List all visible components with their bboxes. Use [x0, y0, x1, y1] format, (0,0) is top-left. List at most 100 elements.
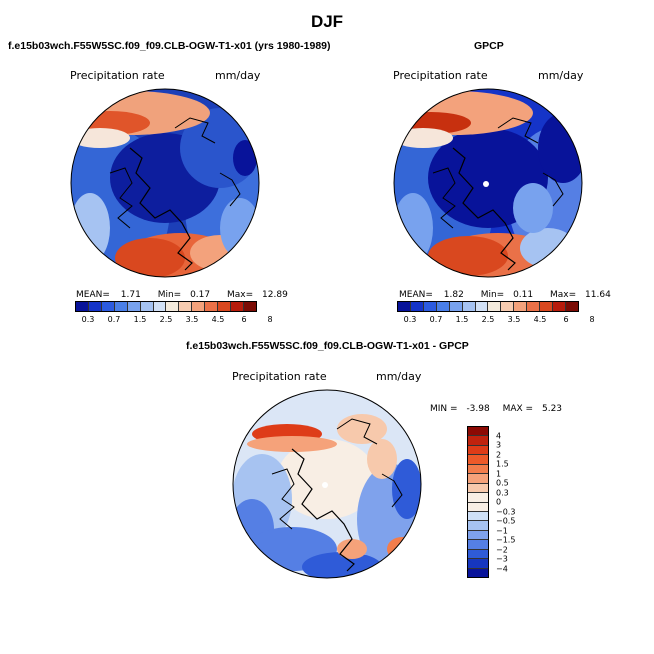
panel1-colorbar-swatch [127, 302, 141, 311]
panel1-mean-value: 1.71 [120, 290, 141, 300]
panel3-min-label: MIN = [430, 404, 458, 414]
panel2-colorbar-ticks: 0.3 0.7 1.5 2.5 3.5 4.5 6 8 [397, 315, 595, 327]
panel3-min-value: -3.98 [466, 404, 490, 414]
panel3-colorbar-tick-label: 2 [496, 450, 502, 459]
season-title: DJF [310, 12, 344, 31]
panel3-colorbar-swatch [468, 483, 488, 494]
panel2-colorbar-swatch [462, 302, 476, 311]
panel1-colorbar-swatch [88, 302, 102, 311]
panel2-colorbar-swatch [488, 302, 502, 311]
panel1-colorbar-tick-label: 8 [267, 315, 273, 324]
panel2-colorbar-tick-label: 3.5 [507, 315, 521, 324]
panel1-colorbar-tick-label: 3.5 [185, 315, 199, 324]
panel3-colorbar-tick-label: 0 [496, 497, 502, 507]
panel3-colorbar-swatch [468, 436, 488, 446]
panel1-colorbar [75, 301, 257, 312]
panel1-colorbar-swatch [166, 302, 180, 311]
panel3-colorbar [467, 426, 489, 578]
panel2-min-label: Min= [480, 290, 505, 300]
panel2-stats: MEAN= 1.82 Min= 0.11 Max= 11.64 [399, 290, 611, 300]
panel3-colorbar-tick-label: −0.5 [496, 516, 516, 526]
panel1-polar-map [70, 88, 260, 278]
panel3-colorbar-tick-label: 1 [496, 469, 502, 478]
panel2-colorbar-swatch [565, 302, 578, 311]
panel2-colorbar-tick-label: 0.3 [403, 315, 417, 324]
panel1-colorbar-tick-label: 0.7 [107, 315, 121, 324]
panel1-colorbar-tick-label: 2.5 [159, 315, 173, 324]
panel2-colorbar-swatch [527, 302, 541, 311]
panel2-title: GPCP [474, 40, 504, 52]
panel1-title: f.e15b03wch.F55W5SC.f09_f09.CLB-OGW-T1-x… [8, 40, 331, 52]
panel3-colorbar-swatch [468, 445, 488, 456]
panel3-colorbar-swatch [468, 427, 488, 437]
panel1-colorbar-tick-label: 1.5 [133, 315, 147, 324]
panel3-colorbar-swatch [468, 474, 488, 484]
panel1-mean-label: MEAN= [76, 290, 110, 300]
panel1-colorbar-tick-label: 0.3 [81, 315, 95, 324]
panel3-colorbar-tick-label: −0.3 [496, 507, 516, 516]
panel2-colorbar-swatch [423, 302, 437, 311]
panel1-colorbar-tick-label: 6 [241, 315, 247, 324]
panel2-colorbar-swatch [475, 302, 489, 311]
panel1-colorbar-swatch [114, 302, 128, 311]
panel2-field-label: Precipitation rate [393, 69, 488, 82]
panel3-colorbar-swatch [468, 455, 488, 465]
panel2-colorbar-swatch [540, 302, 554, 311]
panel3-max-label: MAX = [502, 404, 534, 414]
panel3-colorbar-tick-label: −3 [496, 554, 508, 564]
panel1-max-value: 12.89 [262, 290, 288, 300]
panel3-colorbar-swatch [468, 493, 488, 503]
panel3-colorbar-tick-label: −1 [496, 526, 508, 535]
panel2-colorbar-tick-label: 0.7 [429, 315, 443, 324]
panel1-colorbar-swatch [76, 302, 89, 311]
panel3-colorbar-swatch [468, 568, 488, 577]
panel3-colorbar-tick-label: −1.5 [496, 535, 516, 545]
panel2-colorbar-swatch [553, 302, 566, 311]
panel1-field-label: Precipitation rate [70, 69, 165, 82]
panel2-colorbar-tick-label: 8 [589, 315, 595, 324]
panel2-colorbar-tick-label: 4.5 [533, 315, 547, 324]
panel3-title: f.e15b03wch.F55W5SC.f09_f09.CLB-OGW-T1-x… [186, 340, 469, 352]
panel1-colorbar-ticks: 0.3 0.7 1.5 2.5 3.5 4.5 6 8 [75, 315, 273, 327]
panel1-max-label: Max= [227, 290, 254, 300]
panel1-units: mm/day [215, 69, 261, 82]
panel3-colorbar-swatch [468, 540, 488, 550]
panel2-colorbar [397, 301, 579, 312]
panel1-colorbar-swatch [243, 302, 256, 311]
panel3-colorbar-swatch [468, 559, 488, 569]
panel2-colorbar-swatch [514, 302, 528, 311]
panel2-max-value: 11.64 [585, 290, 611, 300]
panel3-colorbar-tick-label: 3 [496, 440, 502, 450]
panel2-min-value: 0.11 [513, 290, 534, 300]
panel3-colorbar-tick-label: 4 [496, 431, 502, 440]
panel2-colorbar-swatch [449, 302, 463, 311]
panel2-colorbar-swatch [436, 302, 450, 311]
panel2-units: mm/day [538, 69, 584, 82]
panel2-mean-label: MEAN= [399, 290, 433, 300]
panel3-colorbar-swatch [468, 530, 488, 541]
panel3-units: mm/day [376, 370, 422, 383]
panel1-colorbar-swatch [231, 302, 244, 311]
panel2-mean-value: 1.82 [443, 290, 464, 300]
panel1-colorbar-swatch [179, 302, 193, 311]
panel3-colorbar-ticks: 4 3 2 1.5 1 0.5 0.3 0 −0.3 −0.5 −1 −1.5 −2 −3 −4 [496, 426, 526, 578]
panel1-colorbar-swatch [140, 302, 154, 311]
panel1-colorbar-swatch [218, 302, 232, 311]
panel3-colorbar-tick-label: −4 [496, 564, 508, 573]
panel1-colorbar-tick-label: 4.5 [211, 315, 225, 324]
panel2-colorbar-tick-label: 2.5 [481, 315, 495, 324]
panel3-colorbar-swatch [468, 464, 488, 475]
panel3-polar-map [232, 389, 422, 579]
panel2-colorbar-tick-label: 1.5 [455, 315, 469, 324]
panel1-min-value: 0.17 [190, 290, 211, 300]
panel1-min-label: Min= [157, 290, 182, 300]
panel2-colorbar-swatch [501, 302, 515, 311]
panel3-field-label: Precipitation rate [232, 370, 327, 383]
panel3-max-value: 5.23 [541, 404, 563, 414]
panel2-colorbar-tick-label: 6 [563, 315, 569, 324]
panel2-polar-map [393, 88, 583, 278]
panel3-colorbar-tick-label: 0.3 [496, 488, 509, 497]
panel2-max-label: Max= [550, 290, 577, 300]
panel1-colorbar-swatch [153, 302, 167, 311]
